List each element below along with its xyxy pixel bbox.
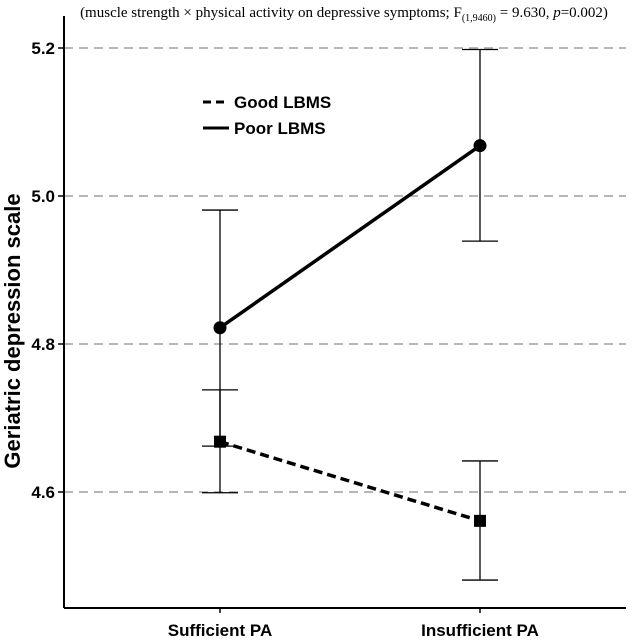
series-line-good-lbms bbox=[219, 440, 481, 523]
grid-lines bbox=[64, 47, 626, 493]
y-axis-label: Geriatric depression scale bbox=[0, 193, 25, 468]
y-tick-label: 5.2 bbox=[31, 39, 55, 58]
legend: Good LBMS Poor LBMS bbox=[203, 93, 331, 138]
x-tick-label: Sufficient PA bbox=[168, 621, 273, 640]
axes bbox=[58, 16, 626, 613]
data-point-poor-lbms bbox=[473, 139, 487, 153]
legend-label-good-lbms: Good LBMS bbox=[234, 93, 331, 112]
chart-subtitle: (muscle strength × physical activity on … bbox=[80, 5, 608, 24]
y-tick-label: 4.6 bbox=[31, 483, 55, 502]
series-line-poor-lbms bbox=[218, 144, 482, 330]
x-tick-label: Insufficient PA bbox=[421, 621, 539, 640]
plot-series bbox=[202, 48, 498, 581]
legend-label-poor-lbms: Poor LBMS bbox=[234, 119, 326, 138]
data-point-poor-lbms bbox=[213, 321, 227, 335]
tick-labels: 4.6 4.8 5.0 5.2 Sufficient PA Insufficient PA bbox=[31, 39, 539, 640]
y-tick-label: 5.0 bbox=[31, 187, 55, 206]
data-point-good-lbms bbox=[474, 514, 486, 527]
y-tick-label: 4.8 bbox=[31, 335, 55, 354]
